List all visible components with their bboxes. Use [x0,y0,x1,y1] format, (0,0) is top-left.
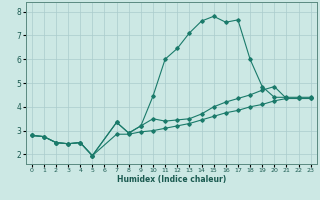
X-axis label: Humidex (Indice chaleur): Humidex (Indice chaleur) [116,175,226,184]
